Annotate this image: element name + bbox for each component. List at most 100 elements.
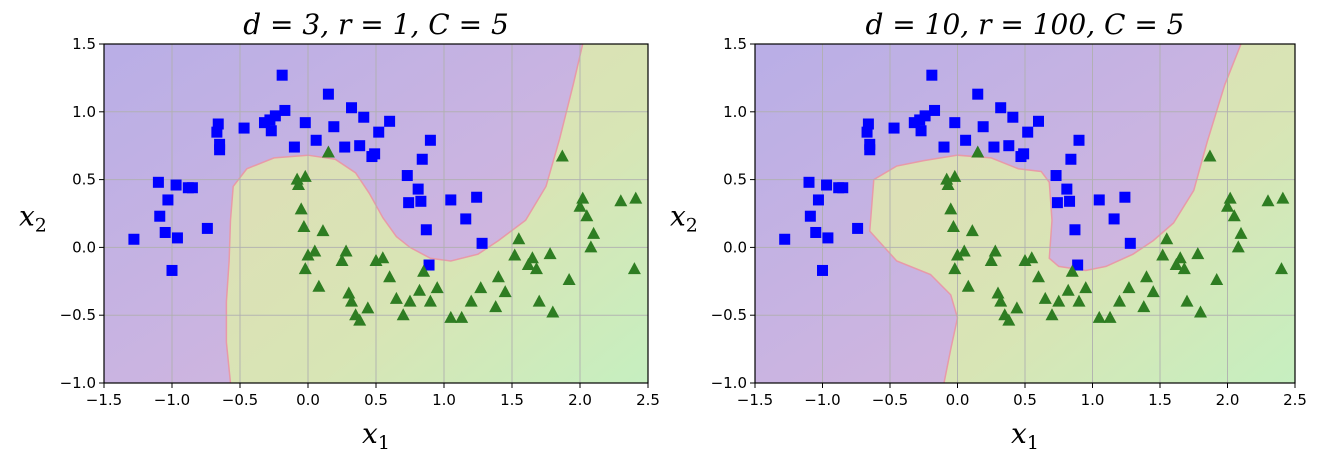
- data-point-triangle: [1002, 313, 1016, 326]
- data-point-square: [369, 148, 381, 160]
- x-tick-label: 2.5: [1283, 391, 1307, 409]
- data-point-triangle: [580, 209, 594, 222]
- data-point-square: [1065, 153, 1077, 165]
- data-point-triangle: [423, 294, 437, 307]
- y-tick-label: 0.0: [72, 238, 96, 256]
- data-point-triangle: [444, 310, 458, 323]
- x-tick-label: 1.5: [1148, 391, 1172, 409]
- data-point-triangle: [339, 244, 353, 257]
- data-point-square: [128, 233, 140, 245]
- chart-panel-right: −1.5 −1.0 −0.5 0.0 0.5 1.0 1.5 2.0 2.5−1.0−0.50.…: [670, 8, 1307, 454]
- data-point-square: [938, 141, 950, 153]
- x-axis-label: x1: [362, 417, 390, 454]
- data-point-triangle: [1156, 248, 1170, 261]
- data-point-triangle: [1140, 270, 1153, 283]
- data-point-square: [988, 141, 1000, 153]
- data-point-square: [1124, 237, 1136, 249]
- data-point-square: [445, 194, 457, 206]
- data-point-triangle: [629, 191, 643, 204]
- data-point-triangle: [1038, 291, 1052, 304]
- data-point-square: [1033, 115, 1044, 127]
- data-point-triangle: [383, 270, 397, 283]
- data-point-square: [420, 224, 432, 236]
- y-tick-label: −1.0: [60, 374, 96, 392]
- data-point-triangle: [403, 294, 417, 307]
- data-point-triangle: [1122, 281, 1136, 294]
- data-point-triangle: [335, 253, 349, 266]
- y-tick-label: −0.5: [711, 306, 747, 324]
- data-point-square: [403, 197, 415, 209]
- data-point-triangle: [940, 172, 954, 185]
- data-point-square: [852, 222, 864, 234]
- data-point-square: [154, 210, 166, 222]
- x-axis-label: x1: [1011, 417, 1039, 454]
- x-tick-label: −1.5: [86, 391, 122, 409]
- data-point-square: [476, 237, 488, 249]
- data-point-square: [424, 134, 436, 146]
- data-point-square: [211, 126, 223, 138]
- data-point-triangle: [316, 224, 330, 237]
- data-point-square: [810, 226, 822, 238]
- x-tick-label: 0.5: [364, 391, 388, 409]
- data-point-square: [166, 264, 178, 276]
- data-point-square: [862, 118, 874, 130]
- x-tick-label: 2.5: [636, 391, 660, 409]
- data-point-square: [803, 176, 815, 188]
- chart-title: d = 10, r = 100, C = 5: [865, 8, 1184, 41]
- data-point-triangle: [413, 283, 427, 296]
- data-point-triangle: [951, 248, 964, 261]
- data-point-triangle: [994, 294, 1008, 307]
- data-point-triangle: [1160, 232, 1174, 245]
- y-tick-label: 1.5: [723, 35, 747, 53]
- x-tick-label: 1.5: [500, 391, 524, 409]
- data-point-square: [384, 115, 396, 127]
- data-point-square: [1072, 259, 1084, 271]
- data-point-square: [1061, 183, 1073, 195]
- data-point-square: [1093, 194, 1105, 206]
- y-axis-label: x2: [19, 200, 47, 237]
- data-point-triangle: [1227, 209, 1241, 222]
- y-tick-label: 0.5: [723, 171, 747, 189]
- data-point-square: [358, 111, 370, 123]
- data-point-triangle: [1045, 308, 1059, 321]
- x-tick-label: 2.0: [1216, 391, 1240, 409]
- data-point-square: [346, 102, 358, 114]
- data-point-triangle: [498, 285, 512, 298]
- chart-title: d = 3, r = 1, C = 5: [243, 8, 509, 41]
- data-point-triangle: [944, 202, 958, 215]
- data-point-square: [186, 182, 198, 194]
- data-point-square: [415, 195, 427, 207]
- data-point-triangle: [353, 313, 367, 326]
- x-tick-label: 0.0: [296, 391, 320, 409]
- x-tick-label: 1.0: [432, 391, 456, 409]
- data-point-triangle: [576, 191, 590, 204]
- y-tick-label: 1.0: [723, 103, 747, 121]
- data-point-triangle: [298, 262, 312, 275]
- data-point-square: [171, 232, 183, 244]
- data-point-triangle: [984, 253, 998, 266]
- data-point-triangle: [1137, 300, 1151, 313]
- x-tick-label: 1.0: [1081, 391, 1105, 409]
- data-point-triangle: [584, 240, 598, 253]
- data-point-square: [915, 125, 927, 137]
- data-point-square: [817, 264, 828, 276]
- data-point-triangle: [1221, 199, 1234, 212]
- data-point-square: [162, 194, 174, 206]
- data-point-square: [1007, 111, 1019, 123]
- data-point-square: [1050, 170, 1062, 182]
- x-tick-label: 0.0: [946, 391, 970, 409]
- data-point-triangle: [971, 145, 985, 158]
- data-point-square: [1022, 126, 1034, 138]
- data-point-triangle: [491, 270, 505, 283]
- data-point-triangle: [508, 248, 522, 261]
- data-point-triangle: [455, 310, 469, 323]
- data-point-triangle: [1146, 285, 1160, 298]
- data-point-square: [288, 141, 300, 153]
- data-point-triangle: [389, 291, 403, 304]
- data-point-triangle: [298, 169, 312, 182]
- data-point-triangle: [361, 301, 375, 314]
- y-tick-label: −0.5: [60, 306, 96, 324]
- x-tick-label: 0.5: [1013, 391, 1037, 409]
- data-point-square: [1064, 195, 1076, 207]
- data-point-triangle: [1276, 191, 1290, 204]
